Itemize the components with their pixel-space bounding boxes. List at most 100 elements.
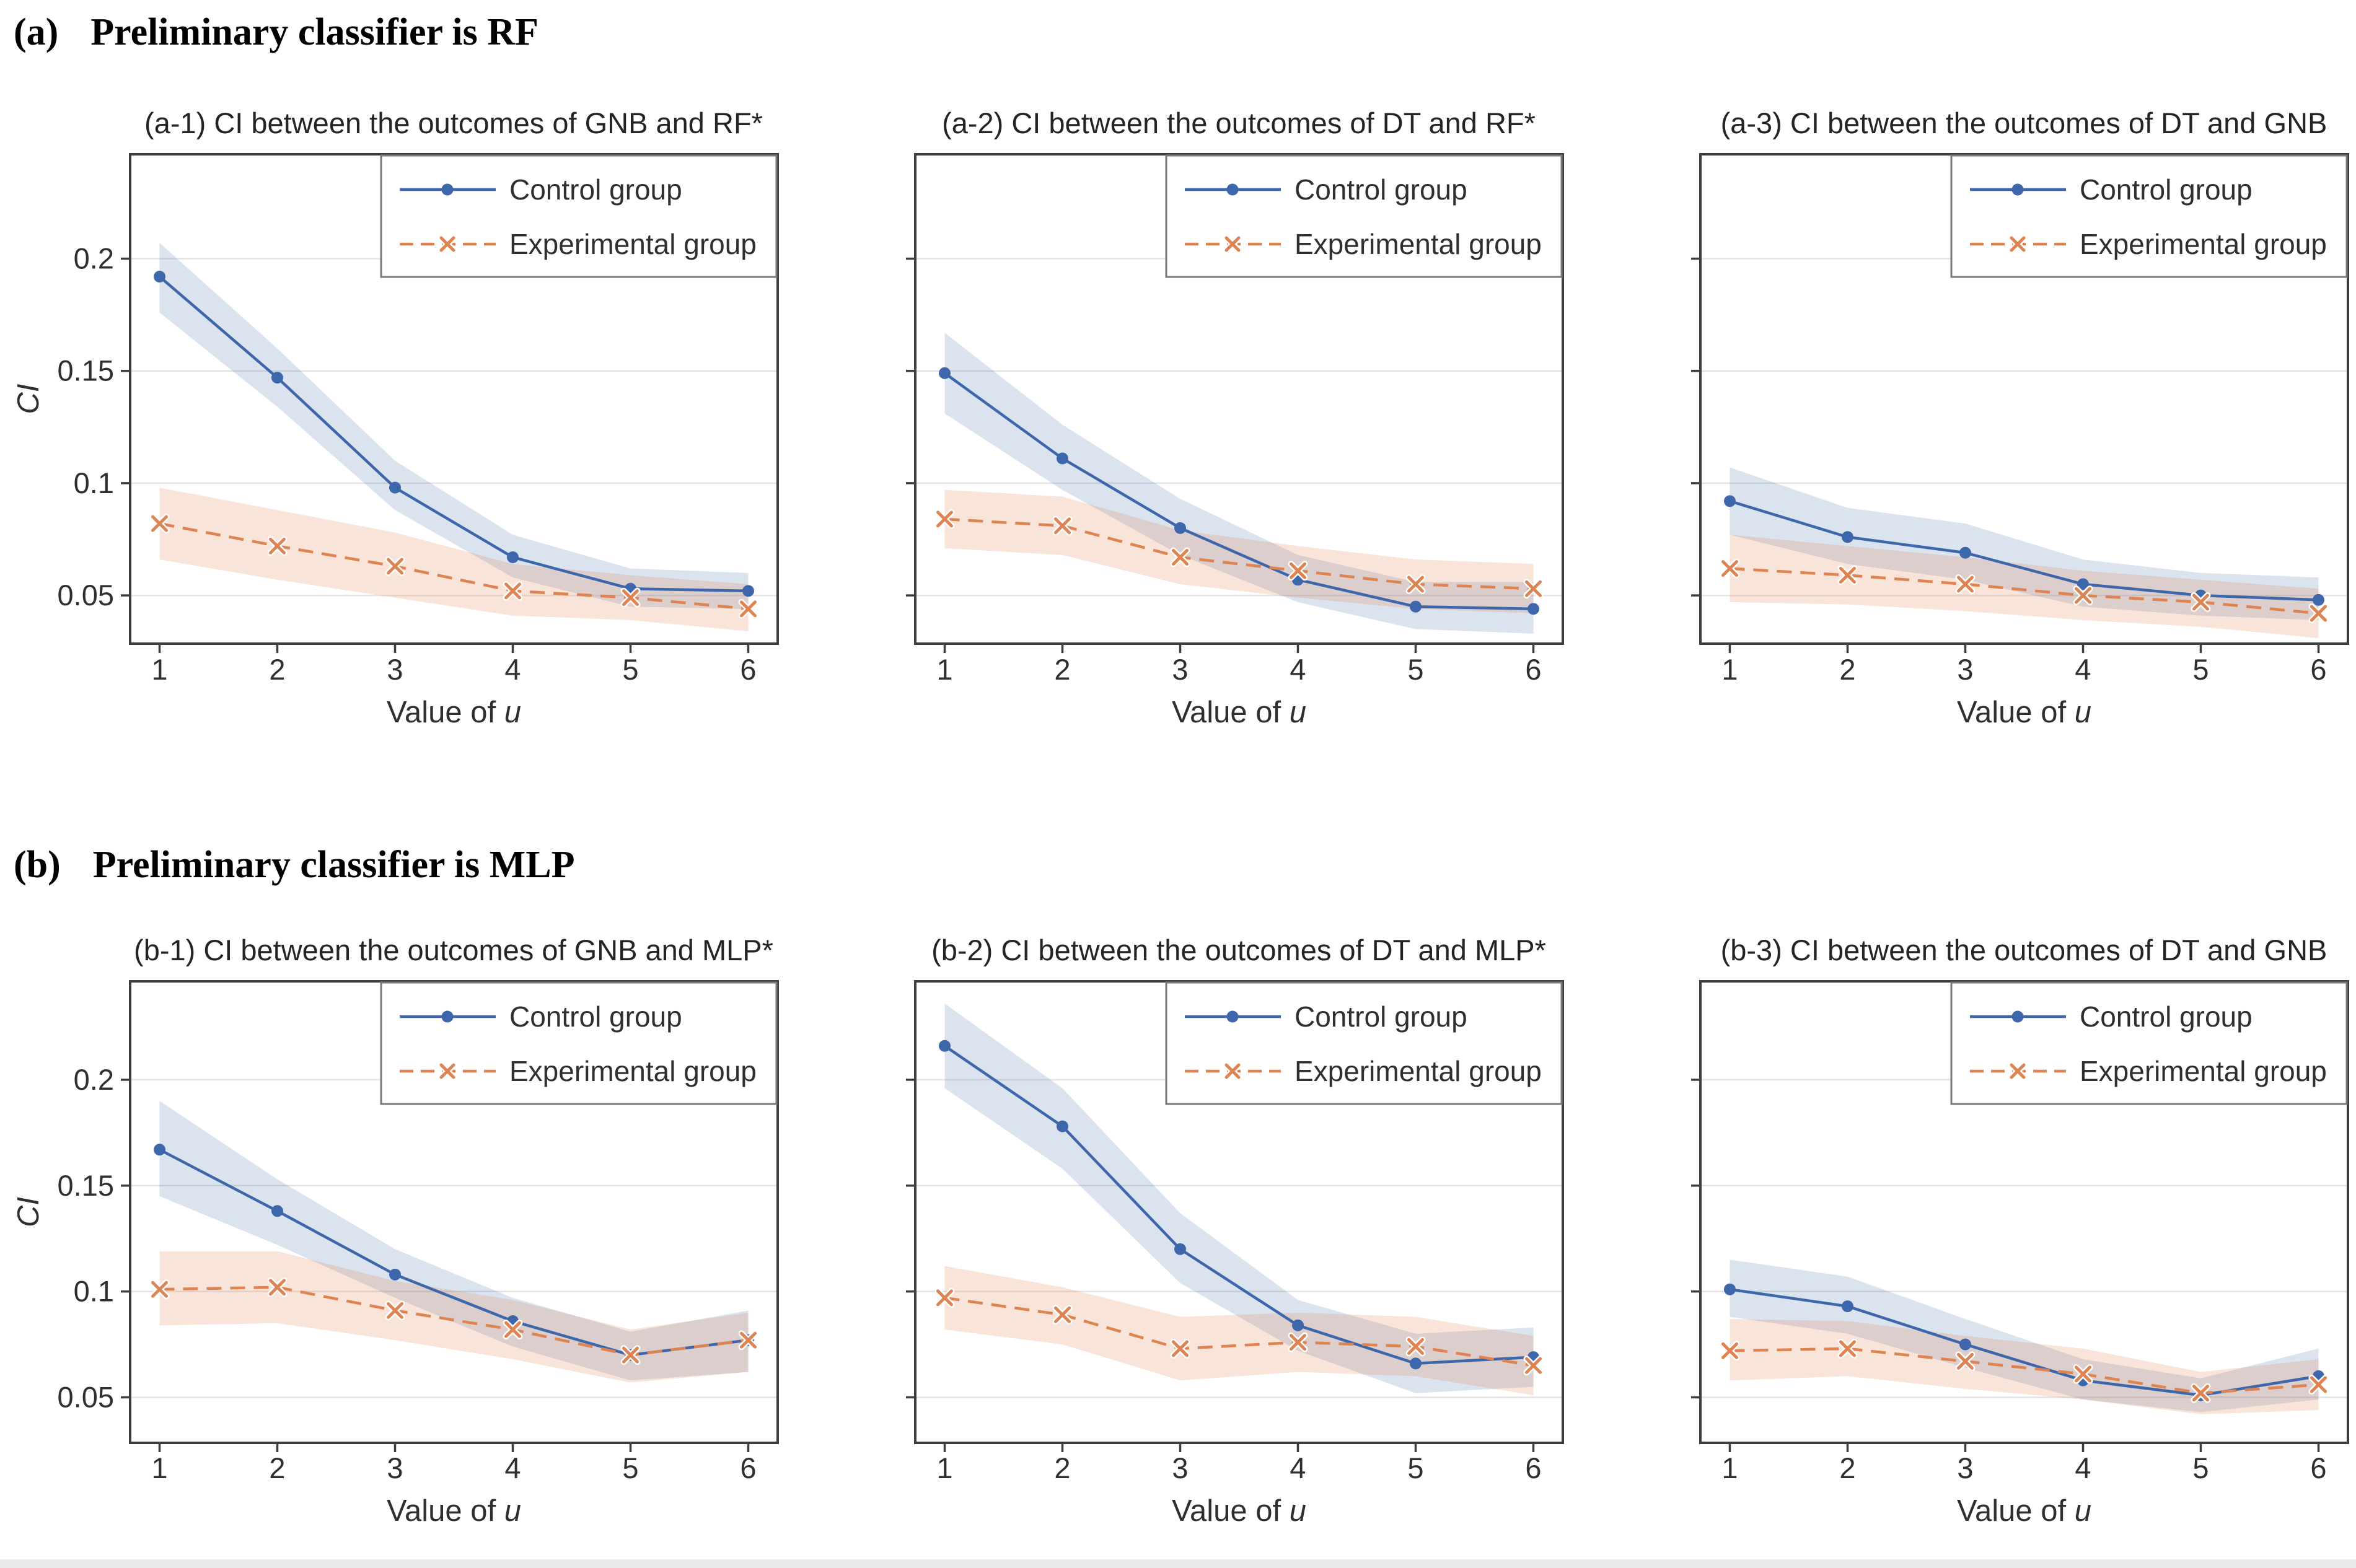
marker-control — [271, 1205, 283, 1217]
x-tick-label: 3 — [1172, 1452, 1188, 1484]
x-tick-label: 6 — [2310, 1452, 2326, 1484]
x-axis-label: Value of u — [387, 1494, 521, 1528]
marker-control — [389, 1268, 401, 1281]
legend-experimental-label: Experimental group — [509, 228, 757, 260]
x-tick-label: 5 — [2192, 1452, 2209, 1484]
x-axis-label: Value of u — [1957, 696, 2091, 729]
line-experimental — [1730, 1347, 2319, 1395]
legend-control-label: Control group — [2080, 173, 2253, 206]
ci-band-experimental — [944, 1266, 1534, 1395]
x-tick-label: 5 — [1407, 1452, 1423, 1484]
markers-experimental — [149, 1277, 758, 1365]
legend-control-label: Control group — [1294, 1001, 1467, 1033]
subplot-a3: (a-3) CI between the outcomes of DT and … — [1570, 106, 2355, 740]
legend-box — [1165, 981, 1563, 1105]
plot-border — [1699, 979, 2349, 1444]
ci-band-control — [159, 1100, 749, 1381]
subplot-a2-title: (a-2) CI between the outcomes of DT and … — [942, 107, 1536, 140]
x-axis: 1 2 3 4 5 6 — [936, 1442, 1542, 1484]
markers-experimental — [1720, 1338, 2329, 1403]
legend-experimental-label: Experimental group — [1294, 1055, 1542, 1087]
marker-control — [271, 372, 283, 384]
x-axis-label: Value of u — [1172, 696, 1306, 729]
legend-control-marker — [2011, 183, 2024, 196]
x-tick-label: 4 — [2075, 653, 2091, 686]
x-tick-label: 2 — [1054, 653, 1070, 686]
ci-band-experimental — [944, 490, 1534, 614]
x-axis: 1 2 3 4 5 6 — [151, 644, 757, 686]
subplot-a1-canvas: 0.05 0.1 0.15 0.2 CI 1 2 3 4 5 6 Value of u Control … — [12, 153, 779, 729]
legend-experimental-label: Experimental group — [509, 1055, 757, 1087]
plot-border — [914, 979, 1564, 1444]
markers-experimental — [934, 509, 1544, 599]
marker-control — [2313, 594, 2324, 607]
y-tick-label: 0.15 — [58, 1169, 114, 1202]
x-tick-label: 3 — [1172, 653, 1188, 686]
plot-border — [129, 153, 779, 646]
y-tick-label: 0.1 — [74, 466, 114, 499]
legend-box — [380, 154, 778, 278]
x-tick-label: 5 — [622, 1452, 638, 1484]
y-axis: 0.05 0.1 0.15 0.2 — [58, 1063, 130, 1413]
charts-row-a: (a-1) CI between the outcomes of GNB and… — [0, 106, 2356, 740]
marker-control — [154, 1144, 165, 1156]
marker-control — [1174, 522, 1186, 535]
x-axis: 1 2 3 4 5 6 — [936, 644, 1542, 686]
x-tick-label: 4 — [1290, 653, 1306, 686]
x-tick-label: 1 — [151, 1452, 167, 1484]
marker-control — [939, 367, 951, 380]
x-tick-label: 4 — [2075, 1452, 2091, 1484]
y-axis-label: CI — [12, 384, 45, 414]
y-tick-label: 0.1 — [74, 1275, 114, 1308]
marker-control — [1410, 601, 1422, 613]
y-axis — [906, 258, 915, 597]
x-tick-label: 3 — [387, 653, 403, 686]
x-tick-label: 6 — [1525, 1452, 1541, 1484]
x-axis-label: Value of u — [387, 696, 521, 729]
marker-control — [1959, 1338, 1971, 1351]
subplot-a2: (a-2) CI between the outcomes of DT and … — [785, 106, 1570, 740]
x-axis: 1 2 3 4 5 6 — [1721, 644, 2327, 686]
x-tick-label: 4 — [504, 1452, 521, 1484]
ci-band-control — [1730, 467, 2319, 621]
legend-box — [1950, 981, 2348, 1105]
x-tick-label: 1 — [1721, 653, 1738, 686]
y-axis — [1691, 1079, 1700, 1399]
legend-experimental-label: Experimental group — [2080, 1055, 2327, 1087]
marker-control — [1292, 1319, 1304, 1331]
subplot-b1-canvas: 0.05 0.1 0.15 0.2 CI 1 2 3 4 5 6 Value of u Control … — [12, 979, 779, 1528]
x-tick-label: 1 — [151, 653, 167, 686]
marker-control — [1724, 495, 1736, 507]
subplot-b3-title: (b-3) CI between the outcomes of DT and … — [1720, 933, 2327, 966]
line-experimental — [944, 1296, 1534, 1367]
legend-experimental-label: Experimental group — [2080, 228, 2327, 260]
x-tick-label: 2 — [1839, 1452, 1855, 1484]
x-tick-label: 4 — [1290, 1452, 1306, 1484]
y-tick-label: 0.05 — [58, 579, 114, 612]
line-experimental — [944, 518, 1534, 590]
marker-control — [154, 271, 165, 283]
section-a-header: (a) Preliminary classifier is RF — [14, 11, 2356, 54]
line-experimental — [159, 522, 749, 611]
y-tick-label: 0.15 — [58, 354, 114, 387]
marker-control — [742, 585, 754, 597]
markers-experimental — [934, 1287, 1544, 1376]
line-control — [944, 372, 1534, 611]
x-tick-label: 6 — [740, 653, 756, 686]
y-axis-label: CI — [12, 1196, 45, 1227]
subplot-b3-canvas: 1 2 3 4 5 6 Value of u Control group Experimenta… — [1691, 979, 2349, 1528]
ci-band-control — [159, 243, 749, 610]
x-tick-label: 2 — [1054, 1452, 1070, 1484]
ci-band-experimental — [159, 1251, 749, 1383]
legend-control-marker — [2011, 1010, 2024, 1023]
x-tick-label: 6 — [740, 1452, 756, 1484]
legend-box — [1950, 154, 2348, 278]
marker-control — [507, 551, 519, 564]
y-axis — [906, 1079, 915, 1399]
subplot-a3-title: (a-3) CI between the outcomes of DT and … — [1720, 107, 2327, 140]
x-tick-label: 5 — [2192, 653, 2209, 686]
legend: Control group Experimental group — [380, 981, 778, 1105]
subplot-a3-canvas: 1 2 3 4 5 6 Value of u Control group Experimenta… — [1691, 153, 2349, 729]
legend-control-marker — [441, 1010, 454, 1023]
x-tick-label: 6 — [2310, 653, 2326, 686]
